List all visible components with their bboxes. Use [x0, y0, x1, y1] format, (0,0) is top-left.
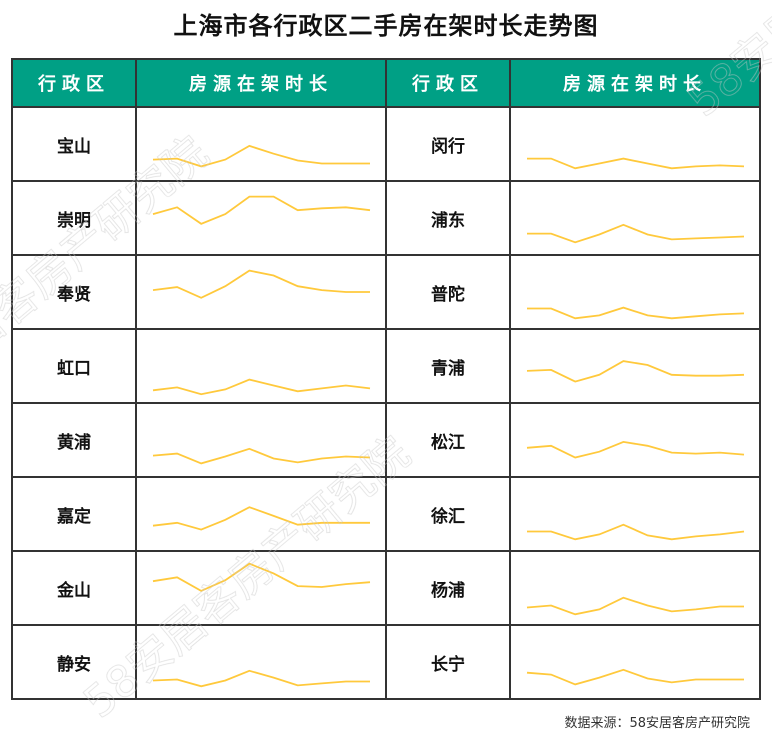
district-name: 松江: [385, 402, 511, 478]
table-row: 静安 长宁: [11, 624, 761, 700]
sparkline-cell: [509, 624, 761, 700]
district-name: 奉贤: [11, 254, 137, 330]
sparkline: [526, 596, 744, 616]
sparkline-series-虹口: [152, 378, 371, 396]
sparkline-cell: [135, 476, 387, 552]
sparkline-cell: [509, 328, 761, 404]
sparkline-series-嘉定: [152, 506, 370, 531]
sparkline-cell: [135, 106, 387, 182]
sparkline: [527, 157, 745, 170]
sparkline-series-浦东: [527, 223, 745, 244]
district-name: 青浦: [385, 328, 511, 404]
sparkline: [152, 562, 371, 592]
sparkline-cell: [509, 180, 761, 256]
sparkline: [152, 269, 370, 299]
sparkline: [526, 440, 745, 459]
district-name: 金山: [11, 550, 137, 626]
sparkline-series-闵行: [527, 157, 745, 170]
district-table: 行政区 房源在架时长 行政区 房源在架时长 宝山 闵行 崇明 浦东 奉贤 普陀 虹口 青浦 黄浦…: [11, 58, 761, 700]
sparkline-cell: [135, 180, 387, 256]
sparkline-series-金山: [152, 562, 371, 592]
sparkline-series-静安: [152, 669, 370, 688]
table-row: 黄浦 松江: [11, 402, 761, 478]
district-name: 徐汇: [385, 476, 511, 552]
sparkline: [152, 447, 371, 465]
header-district: 行政区: [385, 58, 511, 108]
table-row: 虹口 青浦: [11, 328, 761, 404]
sparkline: [152, 144, 370, 168]
sparkline-series-崇明: [152, 195, 371, 225]
sparkline-cell: [135, 550, 387, 626]
district-name: 静安: [11, 624, 137, 700]
sparkline-series-奉贤: [152, 269, 370, 299]
sparkline: [152, 378, 371, 396]
sparkline-series-黄浦: [152, 447, 371, 465]
sparkline-series-宝山: [152, 144, 370, 168]
sparkline-cell: [135, 402, 387, 478]
district-name: 嘉定: [11, 476, 137, 552]
sparkline-cell: [509, 254, 761, 330]
sparkline: [152, 669, 370, 688]
sparkline: [526, 668, 744, 686]
sparkline: [526, 360, 745, 383]
district-name: 崇明: [11, 180, 137, 256]
district-name: 宝山: [11, 106, 137, 182]
sparkline-cell: [135, 328, 387, 404]
sparkline: [152, 195, 371, 225]
data-source: 数据来源：58安居客房产研究院: [564, 716, 750, 731]
sparkline-series-长宁: [526, 668, 744, 686]
table-row: 嘉定 徐汇: [11, 476, 761, 552]
sparkline-cell: [135, 624, 387, 700]
sparkline-series-杨浦: [526, 596, 744, 616]
sparkline-cell: [135, 254, 387, 330]
district-name: 长宁: [385, 624, 511, 700]
district-name: 黄浦: [11, 402, 137, 478]
page-title: 上海市各行政区二手房在架时长走势图: [173, 12, 599, 40]
sparkline-cell: [509, 476, 761, 552]
sparkline-cell: [509, 550, 761, 626]
district-name: 虹口: [11, 328, 137, 404]
district-name: 浦东: [385, 180, 511, 256]
header-listing-duration: 房源在架时长: [509, 58, 761, 108]
district-name: 普陀: [385, 254, 511, 330]
district-name: 杨浦: [385, 550, 511, 626]
sparkline: [527, 223, 745, 244]
sparkline-series-普陀: [527, 306, 745, 320]
sparkline: [527, 306, 745, 320]
table-row: 宝山 闵行: [11, 106, 761, 182]
header-listing-duration: 房源在架时长: [135, 58, 387, 108]
sparkline-cell: [509, 106, 761, 182]
sparkline-cell: [509, 402, 761, 478]
table-row: 崇明 浦东: [11, 180, 761, 256]
sparkline-series-青浦: [526, 360, 745, 383]
district-name: 闵行: [385, 106, 511, 182]
sparkline: [152, 506, 370, 531]
header-district: 行政区: [11, 58, 137, 108]
sparkline: [527, 523, 745, 541]
sparkline-series-徐汇: [527, 523, 745, 541]
table-header: 行政区 房源在架时长 行政区 房源在架时长: [11, 58, 761, 108]
table-row: 金山 杨浦: [11, 550, 761, 626]
table-row: 奉贤 普陀: [11, 254, 761, 330]
sparkline-series-松江: [526, 440, 745, 459]
